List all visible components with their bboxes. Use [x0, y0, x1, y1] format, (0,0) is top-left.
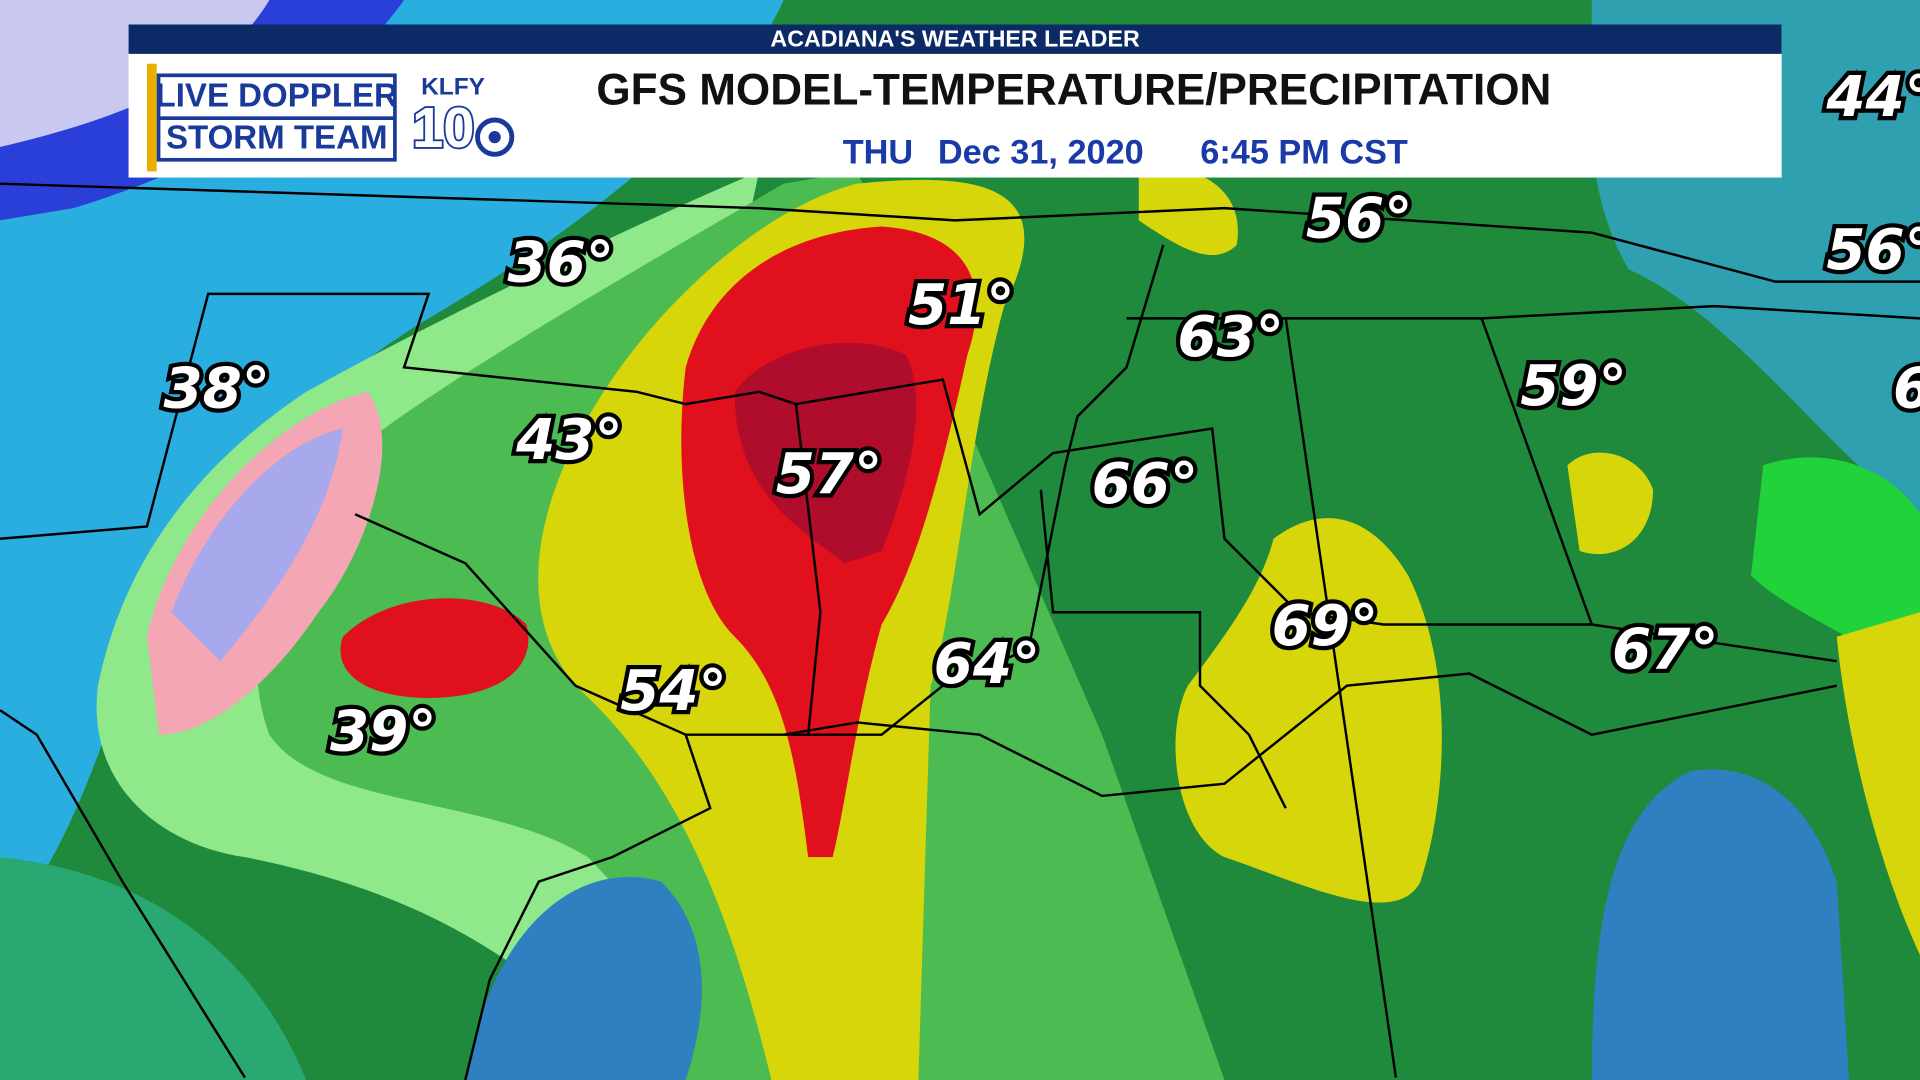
temperature: 66°	[1092, 452, 1199, 517]
temperature: 69°	[1272, 594, 1379, 659]
logo-channel: 10	[412, 96, 475, 159]
temperature: 54°	[620, 659, 727, 724]
temperature: 6	[1893, 356, 1920, 421]
temperature: 59°	[1520, 354, 1627, 419]
temperature: 64°	[934, 632, 1041, 697]
temperature: 51°	[908, 273, 1015, 338]
temperature: 56°	[1306, 186, 1413, 251]
temperature: 38°	[163, 356, 270, 421]
header-banner: ACADIANA'S WEATHER LEADER LIVE DOPPLER S…	[128, 24, 1782, 178]
temperature: 56°	[1826, 218, 1920, 283]
temperature: 39°	[330, 699, 437, 764]
temperature: 67°	[1612, 617, 1719, 682]
temperature-labels: 36° 38° 43° 57° 51° 63° 56° 59° 66° 69° …	[159, 61, 1920, 769]
temperature: 36°	[508, 230, 615, 295]
title: GFS MODEL-TEMPERATURE/PRECIPITATION	[596, 66, 1551, 115]
temperature: 57°	[776, 442, 883, 507]
temperature: 43°	[515, 408, 623, 473]
tagline: ACADIANA'S WEATHER LEADER	[770, 26, 1140, 52]
logo-station: KLFY	[421, 74, 485, 101]
logo-line1: LIVE DOPPLER	[156, 78, 399, 115]
date: Dec 31, 2020	[938, 133, 1144, 171]
temperature: 44°	[1825, 65, 1920, 130]
day: THU	[843, 133, 913, 171]
temperature: 63°	[1177, 305, 1284, 370]
time: 6:45 PM CST	[1200, 133, 1408, 171]
logo-line2: STORM TEAM	[166, 119, 388, 156]
state-borders	[0, 182, 1920, 1080]
